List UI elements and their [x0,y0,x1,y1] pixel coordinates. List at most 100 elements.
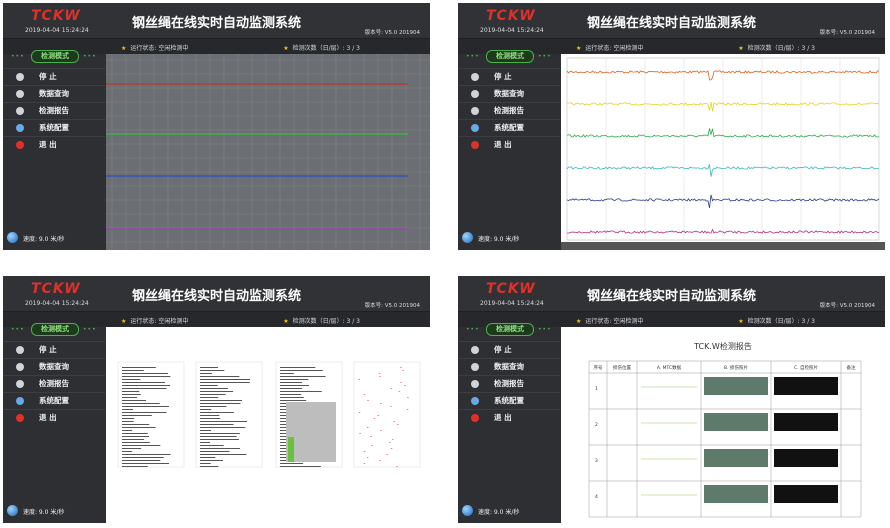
doc-text-line [359,433,361,434]
status-bar: ★ 运行状态: 空闲检测中 ★ 检测次数（日/层）: 3 / 3 [458,39,885,54]
menu-label: 停 止 [494,345,512,354]
globe-icon [462,232,473,243]
menu-item[interactable]: 数据查询 [3,358,105,375]
axis-strip [561,242,885,250]
doc-text-line [363,451,366,452]
doc-text-line [366,457,369,458]
waveform [566,101,880,112]
menu-item[interactable]: 停 止 [3,68,105,85]
menu-label: 检测报告 [39,379,69,388]
title: 钢丝绳在线实时自动监测系统 [131,289,301,304]
doc-text-line [280,388,302,389]
thumbnails [117,361,421,468]
menu-item[interactable]: 数据查询 [458,85,560,102]
menu-icon [471,363,479,371]
doc-text-line [122,382,165,383]
waveform [566,128,880,138]
menu-item[interactable]: 退 出 [3,136,105,153]
doc-text-line [377,415,380,416]
doc-text-line [122,436,150,437]
star-icon: ★ [121,45,127,52]
status-bar: ★ 运行状态: 空闲检测中 ★ 检测次数（日/层）: 3 / 3 [458,312,885,327]
menu-icon [471,141,479,149]
doc-thumb [353,361,421,468]
doc-text-line [280,376,326,377]
doc-text-line [379,460,381,461]
menu-item[interactable]: 系统配置 [3,119,105,136]
doc-chart [286,402,336,462]
doc-text-line [404,385,406,386]
doc-text-line [386,454,388,455]
datetime: 2019-04-04 15:24:24 [25,300,89,307]
menu-label: 停 止 [494,72,512,81]
doc-text-line [200,412,234,413]
menu-item[interactable]: 系统配置 [458,119,560,136]
menu-icon [16,363,24,371]
report-title: TCK.W检测报告 [694,342,752,351]
doc-text-line [200,397,219,398]
doc-text-line [397,424,399,425]
doc-text-line [393,421,395,422]
menu-item[interactable]: 检测报告 [458,102,560,119]
doc-text-line [122,397,138,398]
status: ★ 运行状态: 空闲检测中 [576,316,643,325]
doc-text-line [122,439,145,440]
doc-text-line [200,430,212,431]
star-icon: ★ [738,318,744,325]
doc-text-line [366,427,369,428]
menu-label: 数据查询 [494,89,524,98]
row-number: 3 [595,459,598,464]
damage-photo [704,413,768,431]
menu-item[interactable]: 停 止 [3,341,105,358]
menu-label: 停 止 [39,72,57,81]
datetime: 2019-04-04 15:24:24 [480,27,544,34]
doc-text-line [122,403,160,404]
menu-icon [471,397,479,405]
dots: ••• [83,326,97,333]
doc-text-line [122,409,133,410]
doc-text-line [280,400,307,401]
count: ★ 检测次数（日/层）: 3 / 3 [738,316,815,325]
doc-text-line [280,394,302,395]
version: 版本号: V5.0 201904 [364,303,420,309]
globe-icon [462,505,473,516]
doc-text-line [407,397,409,398]
plot [561,57,885,250]
doc-text-line [200,433,240,434]
menu-item[interactable]: 数据查询 [458,358,560,375]
app-window: TCKW 2019-04-04 15:24:24 钢丝绳在线实时自动监测系统 版本号:… [3,3,430,250]
doc-text-line [122,415,152,416]
doc-text-line [389,442,391,443]
doc-text-line [373,418,376,419]
menu-label: 退 出 [39,140,57,149]
doc-text-line [280,397,304,398]
menu-item[interactable]: 停 止 [458,341,560,358]
menu-item[interactable]: 检测报告 [3,102,105,119]
menu-item[interactable]: 停 止 [458,68,560,85]
doc-text-line [122,466,148,467]
doc-text-line [122,379,141,380]
menu-item[interactable]: 退 出 [3,409,105,426]
doc-text-line [200,382,250,383]
status: ★ 运行状态: 空闲检测中 [576,43,643,52]
menu-item[interactable]: 系统配置 [3,392,105,409]
status: ★ 运行状态: 空闲检测中 [121,43,188,52]
version: 版本号: V5.0 201904 [364,30,420,36]
doc-text-line [200,463,211,464]
doc-text-line [122,394,141,395]
column-header: B. 损伤照片 [724,366,748,371]
row-number: 1 [595,387,598,392]
menu-item[interactable]: 退 出 [458,136,560,153]
doc-text-line [200,379,250,380]
menu-item[interactable]: 检测报告 [458,375,560,392]
menu-icon [471,346,479,354]
menu-icon [16,124,24,132]
menu-item[interactable]: 数据查询 [3,85,105,102]
doc-text-line [371,445,373,446]
menu-item[interactable]: 退 出 [458,409,560,426]
menu-item[interactable]: 系统配置 [458,392,560,409]
dots: ••• [83,53,97,60]
self-photo [774,485,838,503]
content [106,54,430,250]
menu-item[interactable]: 检测报告 [3,375,105,392]
